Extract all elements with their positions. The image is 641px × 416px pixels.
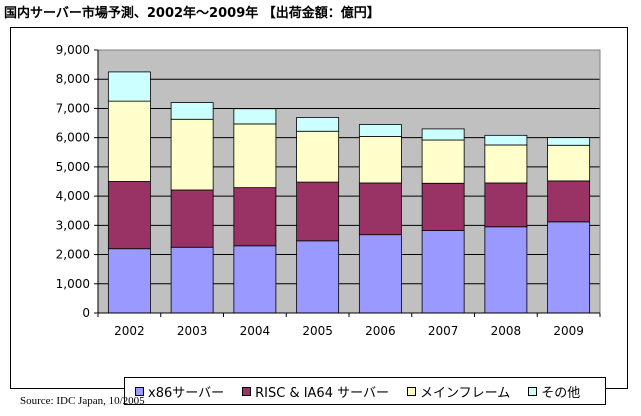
bar-2007-series-2 bbox=[421, 139, 465, 184]
bar-2004-series-0 bbox=[233, 245, 277, 314]
legend-swatch bbox=[406, 386, 416, 396]
bar-2009-series-3 bbox=[547, 137, 591, 146]
bar-2008-series-2 bbox=[484, 144, 528, 184]
bar-2002-series-0 bbox=[107, 248, 151, 314]
y-tick-label: 4,000 bbox=[56, 189, 90, 203]
x-tick-label: 2007 bbox=[428, 324, 459, 338]
y-tick-label: 1,000 bbox=[56, 277, 90, 291]
legend-label: x86サーバー bbox=[148, 385, 225, 401]
bar-2003-series-2 bbox=[170, 118, 214, 191]
x-tick-label: 2004 bbox=[240, 324, 271, 338]
legend-swatch bbox=[528, 386, 538, 396]
y-tick-label: 8,000 bbox=[56, 72, 90, 86]
source-note: Source: IDC Japan, 10/2005 bbox=[20, 395, 145, 407]
bar-2006-series-3 bbox=[358, 124, 402, 137]
bar-2009-series-2 bbox=[547, 144, 591, 182]
x-tick-label: 2008 bbox=[491, 324, 522, 338]
bar-2008-series-3 bbox=[484, 134, 528, 146]
legend-item: メインフレーム bbox=[406, 382, 511, 401]
legend-label: その他 bbox=[541, 385, 581, 401]
bar-2008-series-0 bbox=[484, 226, 528, 314]
bar-2006-series-0 bbox=[358, 234, 402, 314]
y-tick-label: 3,000 bbox=[56, 218, 90, 232]
y-tick-label: 9,000 bbox=[56, 43, 90, 57]
y-tick-label: 2,000 bbox=[56, 248, 90, 262]
legend-swatch bbox=[242, 386, 252, 396]
legend: x86サーバー RISC & IA64 サーバー メインフレーム その他 bbox=[124, 377, 606, 405]
legend-label: RISC & IA64 サーバー bbox=[255, 385, 389, 401]
x-tick-label: 2002 bbox=[114, 324, 145, 338]
bar-2004-series-2 bbox=[233, 123, 277, 189]
bar-2005-series-2 bbox=[296, 130, 340, 183]
bar-2005-series-3 bbox=[296, 117, 340, 132]
y-tick-label: 7,000 bbox=[56, 101, 90, 115]
bar-2006-series-1 bbox=[358, 182, 402, 236]
bar-2002-series-3 bbox=[107, 71, 151, 102]
bar-2009-series-0 bbox=[547, 221, 591, 314]
x-tick-label: 2003 bbox=[177, 324, 208, 338]
bar-2009-series-1 bbox=[547, 180, 591, 223]
bar-2006-series-2 bbox=[358, 136, 402, 184]
bar-2003-series-3 bbox=[170, 102, 214, 120]
bar-2002-series-2 bbox=[107, 100, 151, 182]
bar-2007-series-1 bbox=[421, 182, 465, 231]
bar-2007-series-3 bbox=[421, 128, 465, 141]
legend-item: その他 bbox=[528, 382, 580, 401]
y-tick-label: 0 bbox=[82, 306, 90, 320]
bar-2003-series-0 bbox=[170, 246, 214, 314]
legend-item: x86サーバー bbox=[135, 382, 224, 401]
x-tick-label: 2006 bbox=[365, 324, 396, 338]
bar-2008-series-1 bbox=[484, 182, 528, 228]
chart-svg: 0 1,000 2,000 3,000 4,000 5,000 6,000 7,000 8,00… bbox=[56, 43, 601, 338]
bar-2005-series-1 bbox=[296, 181, 340, 242]
legend-label: メインフレーム bbox=[419, 385, 511, 401]
x-tick-label: 2009 bbox=[553, 324, 584, 338]
bar-2004-series-1 bbox=[233, 187, 277, 247]
bar-2002-series-1 bbox=[107, 181, 151, 250]
legend-swatch bbox=[135, 386, 144, 396]
chart-title: 国内サーバー市場予測、2002年～2009年 【出荷金額：億円】 bbox=[4, 6, 380, 21]
y-tick-label: 6,000 bbox=[56, 131, 90, 145]
bar-2004-series-3 bbox=[233, 108, 277, 125]
legend-item: RISC & IA64 サーバー bbox=[242, 382, 389, 401]
chart-frame: 0 1,000 2,000 3,000 4,000 5,000 6,000 7,000 8,00… bbox=[10, 27, 628, 405]
y-tick-label: 5,000 bbox=[56, 160, 90, 174]
x-tick-label: 2005 bbox=[302, 324, 333, 338]
bar-2005-series-0 bbox=[296, 240, 340, 314]
bar-2003-series-1 bbox=[170, 189, 214, 248]
bar-2007-series-0 bbox=[421, 230, 465, 314]
